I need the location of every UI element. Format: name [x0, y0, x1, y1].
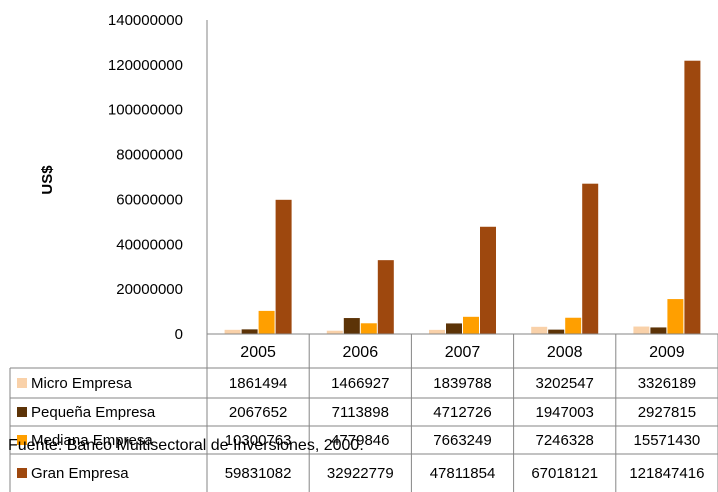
data-label: 59831082 [225, 465, 292, 482]
bar [360, 323, 377, 334]
legend-label: Pequeña Empresa [31, 404, 156, 421]
y-tick-label: 140000000 [108, 12, 183, 29]
bar [258, 310, 275, 334]
data-label: 1839788 [433, 375, 491, 392]
y-tick-label: 100000000 [108, 102, 183, 119]
data-label: 7113898 [332, 404, 389, 421]
y-tick-label: 40000000 [116, 236, 183, 253]
data-label: 121847416 [629, 465, 704, 482]
legend-label: Mediana Empresa [31, 432, 153, 449]
bar [650, 327, 667, 334]
legend-swatch [17, 435, 27, 445]
data-label: 32922779 [327, 465, 394, 482]
bar [548, 329, 565, 334]
bar [224, 329, 241, 334]
y-tick-label: 120000000 [108, 57, 183, 74]
legend-swatch [17, 378, 27, 388]
source-note: Fuente: Banco Multisectoral de Inversion… [8, 437, 364, 454]
bar [582, 183, 599, 334]
data-label: 15571430 [634, 432, 701, 449]
data-label: 7663249 [433, 432, 491, 449]
category-label: 2005 [240, 344, 276, 361]
y-tick-label: 0 [175, 326, 183, 343]
data-label: 47811854 [430, 465, 496, 482]
legend-label: Micro Empresa [31, 375, 133, 392]
data-label: 4779846 [331, 432, 389, 449]
category-label: 2006 [343, 344, 379, 361]
bars [224, 60, 701, 334]
bar [531, 326, 548, 334]
bar [463, 316, 479, 334]
y-axis-tick-labels: 0 20000000 40000000 60000000 80000000 1000000… [108, 12, 183, 343]
data-label: 7246328 [535, 432, 593, 449]
legend-swatch [17, 468, 27, 478]
data-label: 3326189 [638, 375, 696, 392]
data-label: 10300763 [225, 432, 292, 449]
data-label: 67018121 [531, 465, 598, 482]
data-label: 2067652 [229, 404, 287, 421]
y-tick-label: 20000000 [116, 281, 183, 298]
y-tick-label: 80000000 [116, 147, 183, 164]
bar [480, 226, 496, 334]
bar [667, 299, 684, 334]
bar [684, 60, 701, 334]
category-label: 2007 [445, 344, 481, 361]
bar [275, 199, 292, 334]
category-label: 2008 [547, 344, 583, 361]
data-label: 3202547 [535, 375, 593, 392]
bar [241, 329, 258, 334]
data-table: 2005 2006 2007 2008 2009 Micro Empresa 1861494… [9, 333, 718, 492]
bar [565, 317, 582, 334]
data-label: 1466927 [331, 375, 389, 392]
bar [343, 318, 360, 334]
category-label: 2009 [649, 344, 685, 361]
bar [633, 326, 650, 334]
bar [377, 260, 394, 334]
bar [326, 330, 343, 334]
legend-label: Gran Empresa [31, 465, 129, 482]
legend-swatch [17, 407, 27, 417]
y-axis-label: US$ [39, 165, 56, 195]
data-label: 4712726 [433, 404, 491, 421]
data-label: 2927815 [638, 404, 696, 421]
y-tick-label: 60000000 [116, 191, 183, 208]
bar [446, 323, 462, 334]
bar [429, 329, 445, 334]
data-label: 1947003 [535, 404, 593, 421]
data-label: 1861494 [229, 375, 287, 392]
